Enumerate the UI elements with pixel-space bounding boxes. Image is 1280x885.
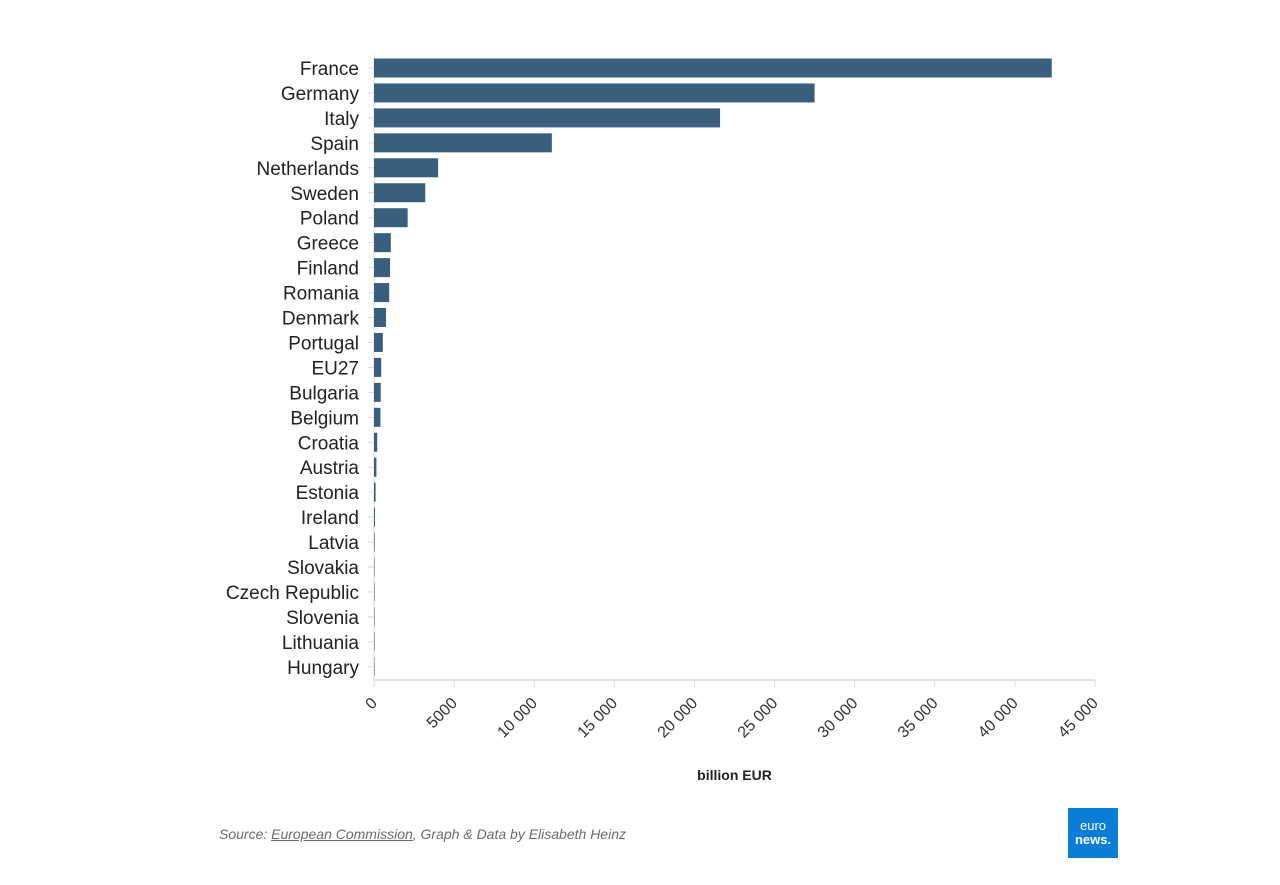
category-label: EU27 <box>311 358 359 379</box>
bar[interactable] <box>374 632 375 652</box>
category-label: France <box>300 59 359 80</box>
x-tick-label: 20 000 <box>655 695 702 742</box>
category-label: Belgium <box>290 408 359 429</box>
bar[interactable] <box>374 83 815 103</box>
category-label: Poland <box>300 209 359 230</box>
category-label: Ireland <box>301 508 359 529</box>
x-tick-label: 45 000 <box>1055 695 1102 742</box>
x-tick-label: 5000 <box>424 695 461 732</box>
category-label: Slovenia <box>286 608 359 629</box>
x-tick-label: 30 000 <box>815 695 862 742</box>
category-label: Lithuania <box>282 633 360 654</box>
source-suffix: , Graph & Data by Elisabeth Heinz <box>412 826 626 842</box>
category-label: Latvia <box>308 533 359 554</box>
x-tick-label: 40 000 <box>975 695 1022 742</box>
category-label: Estonia <box>296 483 360 504</box>
bar[interactable] <box>374 158 439 178</box>
bar[interactable] <box>374 283 390 303</box>
bar[interactable] <box>374 332 383 352</box>
euronews-logo: euro news. <box>1068 808 1118 858</box>
bar[interactable] <box>374 258 391 278</box>
category-label: Croatia <box>298 433 360 454</box>
category-label: Portugal <box>288 333 359 354</box>
bar[interactable] <box>374 482 376 502</box>
source-footer: Source: European Commission, Graph & Dat… <box>219 826 626 842</box>
bar[interactable] <box>374 233 391 253</box>
bar[interactable] <box>374 607 375 627</box>
x-tick-label: 35 000 <box>895 695 942 742</box>
bar[interactable] <box>374 432 378 452</box>
bar[interactable] <box>374 507 375 527</box>
bar[interactable] <box>374 582 375 602</box>
category-label: Italy <box>324 109 359 130</box>
category-label: Greece <box>297 234 359 255</box>
category-label: Austria <box>300 458 360 479</box>
x-tick-label: 15 000 <box>575 695 622 742</box>
category-label: Spain <box>310 134 359 155</box>
source-prefix: Source: <box>219 826 272 842</box>
category-label: Hungary <box>287 658 359 679</box>
bar[interactable] <box>374 532 375 552</box>
x-axis-title: billion EUR <box>697 767 772 783</box>
source-link[interactable]: European Commission <box>271 826 413 842</box>
bar[interactable] <box>374 357 382 377</box>
category-label: Netherlands <box>257 159 359 180</box>
x-tick-label: 25 000 <box>735 695 782 742</box>
category-label: Czech Republic <box>226 583 359 604</box>
bar[interactable] <box>374 58 1052 78</box>
bar[interactable] <box>374 133 552 153</box>
category-label: Denmark <box>282 309 360 330</box>
bar[interactable] <box>374 557 375 577</box>
category-label: Finland <box>297 259 359 280</box>
category-label: Sweden <box>290 184 359 205</box>
category-label: Romania <box>283 284 359 305</box>
bar[interactable] <box>374 457 377 477</box>
category-label: Bulgaria <box>289 383 359 404</box>
logo-line1: euro <box>1079 818 1107 833</box>
bar[interactable] <box>374 208 408 228</box>
bar[interactable] <box>374 382 381 402</box>
logo-line2: news. <box>1074 832 1112 847</box>
bar[interactable] <box>374 407 381 427</box>
bar[interactable] <box>374 657 375 677</box>
bar[interactable] <box>374 108 721 128</box>
category-label: Slovakia <box>287 558 359 579</box>
bar[interactable] <box>374 183 426 203</box>
x-tick-label: 0 <box>363 695 381 713</box>
bar[interactable] <box>374 308 387 327</box>
x-tick-label: 10 000 <box>494 695 541 742</box>
category-label: Germany <box>281 84 360 105</box>
